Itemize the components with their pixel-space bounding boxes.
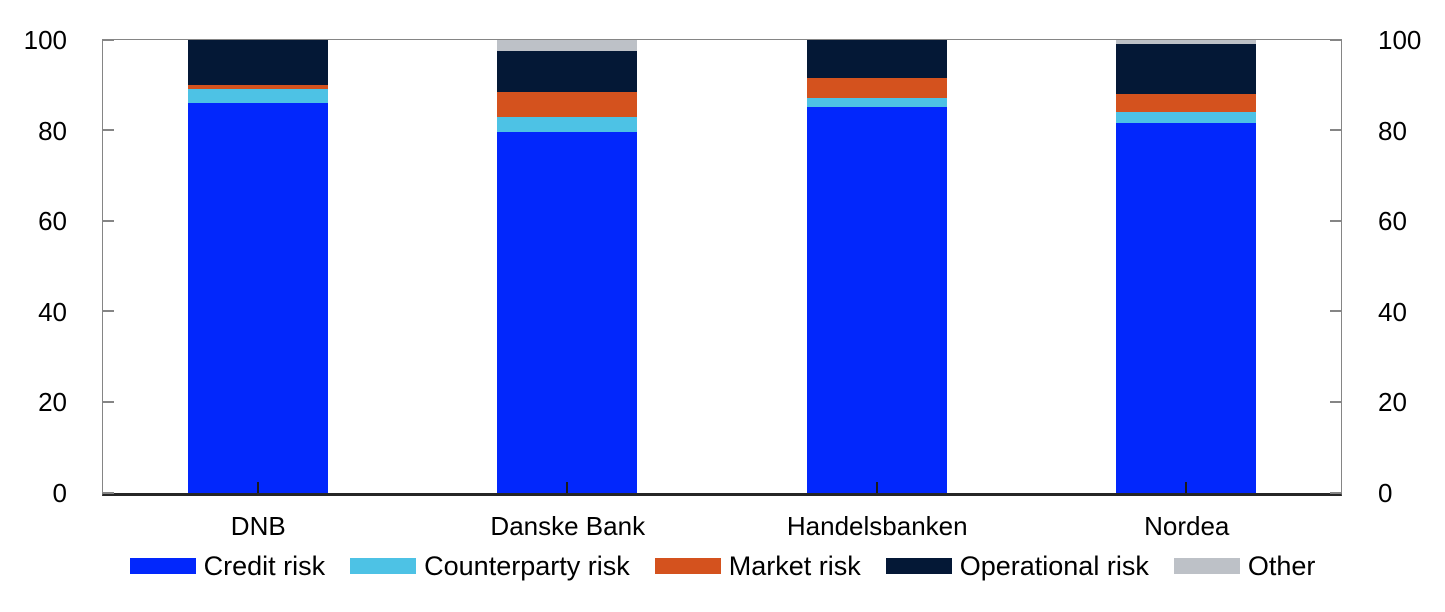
legend-swatch-other (1173, 558, 1240, 574)
legend-item-market-risk: Market risk (654, 551, 861, 581)
y-axis-tick-left (103, 38, 114, 41)
bar-segment-market-risk-handelsbanken (806, 78, 947, 99)
y-axis-tick-left (103, 310, 114, 313)
legend-item-other: Other (1173, 551, 1316, 581)
x-axis-tick-nordea (1185, 481, 1188, 493)
legend-item-operational-risk: Operational risk (885, 551, 1149, 581)
bar-segment-operational-risk-dnb (187, 39, 328, 85)
y-axis-tick-right (1330, 129, 1341, 132)
bar-nordea (1116, 39, 1257, 493)
y-axis-tick-right (1330, 219, 1341, 222)
legend-swatch-market-risk (654, 558, 721, 574)
y-axis-tick-right (1330, 491, 1341, 494)
legend: Credit risk Counterparty risk Market risk O… (0, 551, 1445, 581)
bar-segment-market-risk-nordea (1116, 93, 1257, 112)
x-axis-tick-dnb (256, 481, 259, 493)
y-axis-label-right: 0 (1378, 478, 1393, 508)
x-axis-label-nordea: Nordea (1144, 511, 1230, 541)
bar-dnb (187, 39, 328, 493)
bar-segment-credit-risk-handelsbanken (806, 107, 947, 493)
bar-segment-counterparty-risk-handelsbanken (806, 98, 947, 108)
bar-segment-market-risk-danske-bank (497, 91, 638, 117)
y-axis-tick-left (103, 400, 114, 403)
x-axis-label-danske-bank: Danske Bank (490, 511, 646, 541)
y-axis-tick-right (1330, 400, 1341, 403)
y-axis-label-left: 40 (38, 296, 67, 327)
bar-segment-operational-risk-nordea (1116, 44, 1257, 94)
legend-swatch-operational-risk (885, 558, 952, 574)
y-axis-label-right: 80 (1378, 115, 1407, 146)
legend-item-credit-risk: Credit risk (129, 551, 326, 581)
x-axis-label-handelsbanken: Handelsbanken (786, 511, 968, 541)
y-axis-label-left: 80 (38, 115, 67, 146)
bar-danske-bank (497, 39, 638, 493)
bar-segment-counterparty-risk-dnb (187, 89, 328, 103)
legend-label-operational-risk: Operational risk (959, 551, 1149, 581)
bar-segment-counterparty-risk-danske-bank (497, 116, 638, 133)
legend-swatch-counterparty-risk (350, 558, 417, 574)
y-axis-label-right: 60 (1378, 206, 1407, 237)
x-axis-label-dnb: DNB (230, 511, 286, 541)
bar-segment-credit-risk-dnb (187, 102, 328, 493)
y-axis-tick-right (1330, 310, 1341, 313)
y-axis-label-right: 20 (1378, 387, 1407, 418)
bar-segment-other-danske-bank (497, 39, 638, 51)
legend-item-counterparty-risk: Counterparty risk (350, 551, 630, 581)
bar-segment-market-risk-dnb (187, 84, 328, 90)
bar-segment-credit-risk-danske-bank (497, 132, 638, 493)
bar-segment-operational-risk-danske-bank (497, 50, 638, 92)
y-axis-label-right: 40 (1378, 296, 1407, 327)
y-axis-label-left: 60 (38, 206, 67, 237)
legend-label-market-risk: Market risk (728, 551, 861, 581)
bar-segment-other-nordea (1116, 39, 1257, 45)
y-axis-label-left: 0 (52, 478, 67, 508)
x-axis-tick-danske-bank (566, 481, 569, 493)
plot-area (102, 38, 1342, 496)
y-axis-tick-left (103, 491, 114, 494)
y-axis-label-right: 100 (1378, 25, 1422, 55)
bar-segment-counterparty-risk-nordea (1116, 112, 1257, 124)
y-axis-tick-left (103, 219, 114, 222)
legend-swatch-credit-risk (129, 558, 196, 574)
y-axis-tick-right (1330, 38, 1341, 41)
legend-label-other: Other (1247, 551, 1316, 581)
y-axis-label-left: 20 (38, 387, 67, 418)
y-axis-tick-left (103, 129, 114, 132)
y-axis-label-left: 100 (23, 25, 67, 55)
bar-segment-credit-risk-nordea (1116, 123, 1257, 493)
bar-handelsbanken (806, 39, 947, 493)
bar-segment-operational-risk-handelsbanken (806, 39, 947, 79)
x-axis-tick-handelsbanken (875, 481, 878, 493)
legend-label-counterparty-risk: Counterparty risk (424, 551, 630, 581)
legend-label-credit-risk: Credit risk (203, 551, 326, 581)
